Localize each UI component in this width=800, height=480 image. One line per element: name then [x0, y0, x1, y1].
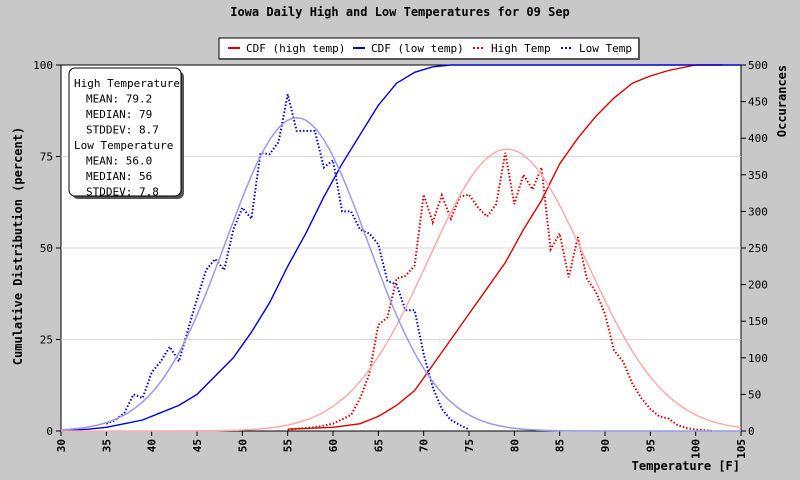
stats-line: MEAN: 56.0: [86, 155, 152, 168]
series-cdf-high-temp: [287, 64, 723, 430]
stats-line: MEAN: 79.2: [86, 93, 152, 106]
y-tick-label-right: 50: [748, 388, 761, 401]
x-tick-label: 40: [146, 439, 159, 452]
chart-title: Iowa Daily High and Low Temperatures for…: [230, 5, 570, 19]
x-tick-label: 50: [236, 439, 249, 452]
legend-label: Low Temp: [579, 42, 632, 55]
y-tick-label-right: 0: [748, 425, 755, 438]
x-tick-label: 75: [463, 439, 476, 452]
stats-line: MEDIAN: 56: [86, 170, 152, 183]
legend-label: CDF (low temp): [371, 42, 464, 55]
series-layer: [60, 64, 742, 432]
y-tick-label-right: 450: [748, 96, 768, 109]
x-tick-label: 65: [372, 439, 385, 452]
legend: CDF (high temp) CDF (low temp) High Temp Lo…: [218, 37, 640, 60]
x-axis-label: Temperature [F]: [632, 459, 740, 473]
y-tick-label-left: 50: [40, 242, 53, 255]
stats-line: STDDEV: 7.8: [86, 186, 159, 199]
y-tick-label-right: 150: [748, 315, 768, 328]
legend-label: High Temp: [491, 42, 551, 55]
stats-line: High Temperature: [74, 77, 180, 90]
y-tick-label-left: 100: [33, 59, 53, 72]
x-tick-label: 95: [644, 439, 657, 452]
x-tick-label: 70: [418, 439, 431, 452]
stats-box: High Temperature MEAN: 79.2 MEDIAN: 79 STDD…: [68, 67, 184, 199]
y-axis-right-label: Occurances: [775, 65, 789, 137]
stats-line: MEDIAN: 79: [86, 108, 152, 121]
series-high-temp: [287, 152, 714, 432]
x-tick-label: 55: [282, 439, 295, 452]
stats-box-frame: [68, 67, 182, 197]
axes: 0 25 50 75 100 0 50 100 150 200 250 300 350 400 450 500…: [33, 59, 768, 459]
x-tick-label: 85: [554, 439, 567, 452]
series-normal-fit: [61, 148, 742, 432]
x-tick-label: 90: [599, 439, 612, 452]
x-tick-label: 100: [690, 439, 703, 459]
x-tick-label: 80: [508, 439, 521, 452]
series-low-temp: [105, 94, 470, 431]
series-normal-fit: [60, 116, 741, 432]
y-tick-label-left: 0: [46, 425, 53, 438]
y-axis-left-label: Cumulative Distribution (percent): [11, 127, 25, 365]
x-tick-label: 105: [735, 439, 748, 459]
x-tick-label: 35: [100, 439, 113, 452]
y-tick-label-right: 500: [748, 59, 768, 72]
y-tick-label-left: 25: [40, 334, 53, 347]
y-tick-label-right: 200: [748, 279, 768, 292]
stats-line: Low Temperature: [74, 139, 173, 152]
legend-label: CDF (high temp): [246, 42, 345, 55]
x-tick-label: 60: [327, 439, 340, 452]
y-tick-label-right: 400: [748, 132, 768, 145]
y-tick-label-left: 75: [40, 151, 53, 164]
y-tick-label-right: 300: [748, 205, 768, 218]
y-tick-label-right: 250: [748, 242, 768, 255]
y-tick-label-right: 350: [748, 169, 768, 182]
x-tick-label: 30: [55, 439, 68, 452]
x-tick-label: 45: [191, 439, 204, 452]
y-tick-label-right: 100: [748, 352, 768, 365]
stats-line: STDDEV: 8.7: [86, 124, 159, 137]
series-cdf-low-temp: [60, 64, 741, 432]
